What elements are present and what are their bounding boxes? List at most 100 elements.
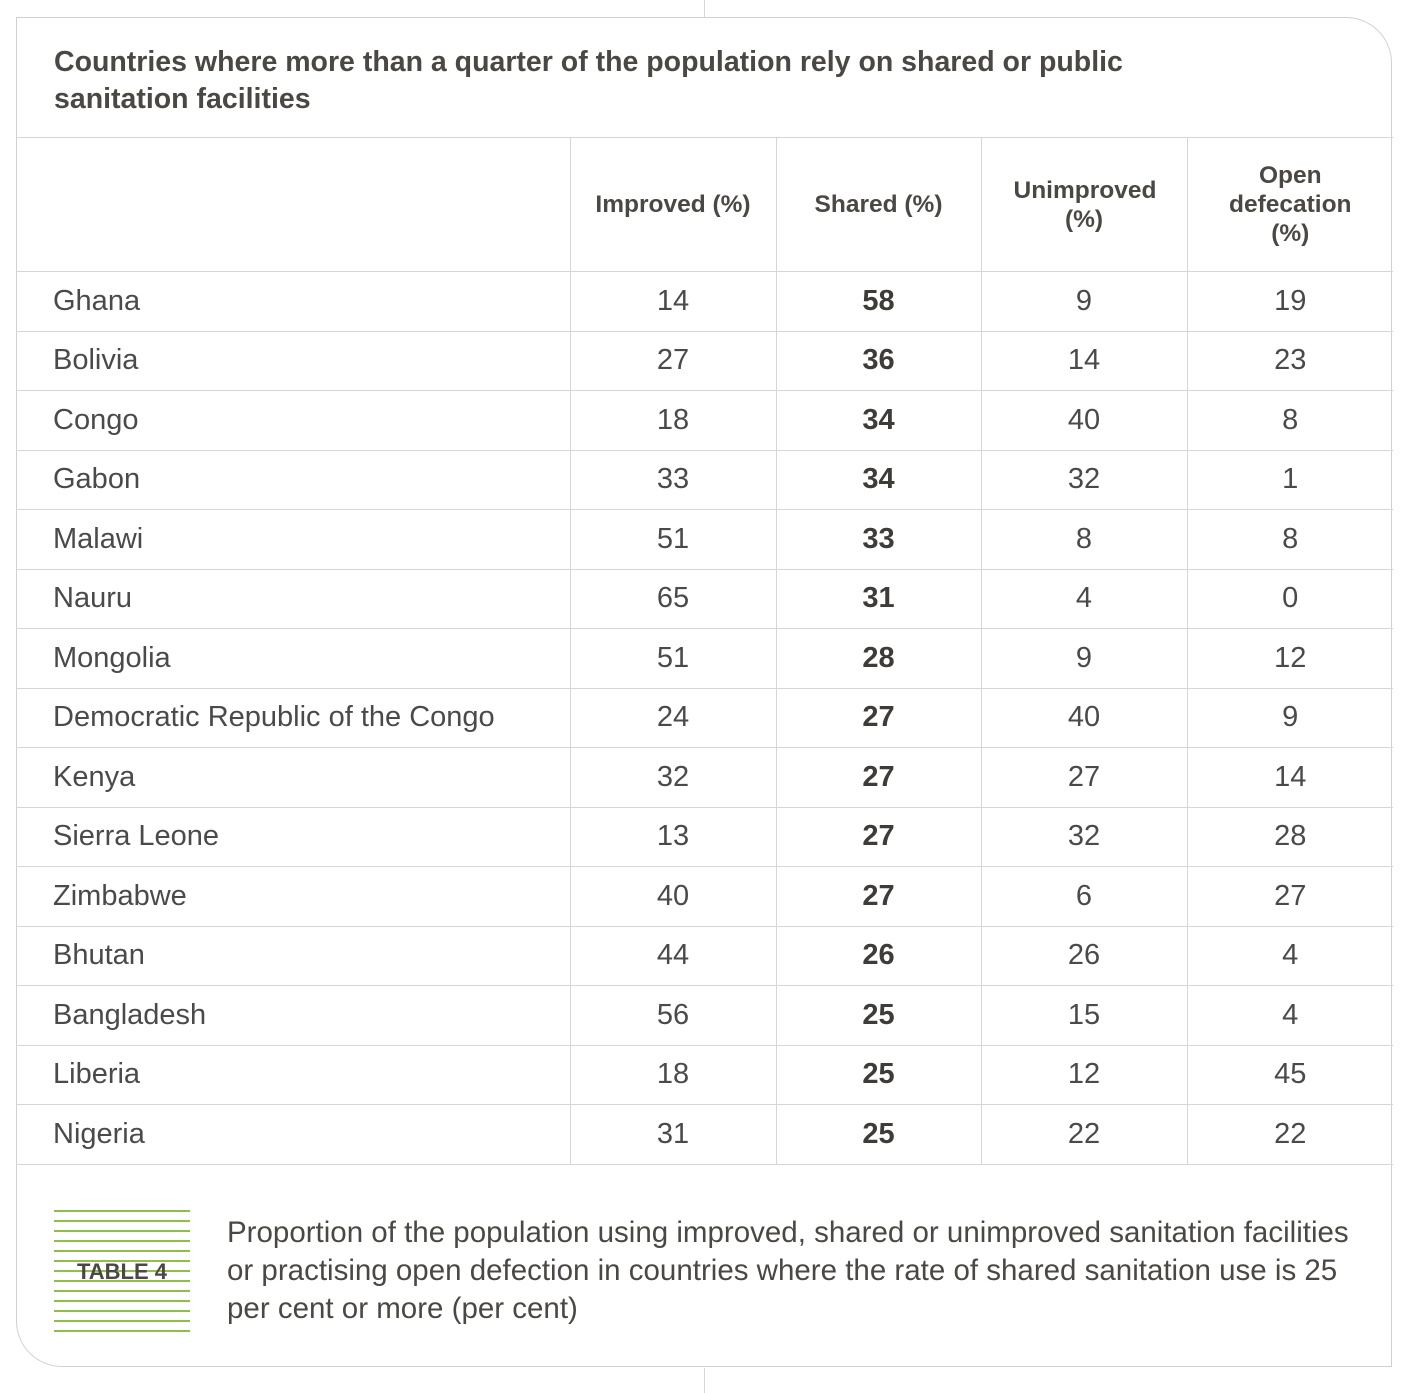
- country-cell: Bangladesh: [16, 985, 571, 1046]
- country-cell: Zimbabwe: [16, 866, 571, 927]
- table-row: Ghana 14 58 9 19: [16, 271, 1393, 332]
- open-defecation-cell: 9: [1186, 687, 1393, 748]
- country-cell: Ghana: [16, 271, 571, 332]
- shared-cell: 27: [775, 747, 982, 808]
- unimproved-cell: 22: [980, 1104, 1188, 1165]
- shared-cell: 34: [775, 390, 982, 451]
- improved-cell: 44: [569, 925, 777, 986]
- unimproved-cell: 8: [980, 509, 1188, 570]
- unimproved-cell: 9: [980, 271, 1188, 332]
- header-unimproved: Unimproved (%): [980, 137, 1188, 272]
- table-row: Kenya 32 27 27 14: [16, 747, 1393, 808]
- table-row: Gabon 33 34 32 1: [16, 449, 1393, 510]
- country-cell: Bhutan: [16, 925, 571, 986]
- table-header-row: Improved (%) Shared (%) Unimproved (%) O…: [16, 137, 1393, 272]
- table-row: Zimbabwe 40 27 6 27: [16, 866, 1393, 927]
- unimproved-cell: 6: [980, 866, 1188, 927]
- unimproved-cell: 14: [980, 330, 1188, 391]
- divider-line-bottom: [704, 1368, 705, 1393]
- open-defecation-cell: 27: [1186, 866, 1393, 927]
- improved-cell: 33: [569, 449, 777, 510]
- unimproved-cell: 4: [980, 568, 1188, 629]
- open-defecation-cell: 1: [1186, 449, 1393, 510]
- improved-cell: 13: [569, 806, 777, 867]
- header-improved: Improved (%): [569, 137, 777, 272]
- header-open-defecation: Open defecation (%): [1186, 137, 1393, 272]
- unimproved-cell: 12: [980, 1044, 1188, 1105]
- unimproved-cell: 9: [980, 628, 1188, 689]
- table-title: Countries where more than a quarter of t…: [54, 46, 1123, 115]
- unimproved-cell: 32: [980, 806, 1188, 867]
- unimproved-cell: 32: [980, 449, 1188, 510]
- improved-cell: 27: [569, 330, 777, 391]
- header-country: [16, 137, 571, 272]
- open-defecation-cell: 4: [1186, 985, 1393, 1046]
- table-row: Sierra Leone 13 27 32 28: [16, 806, 1393, 867]
- country-cell: Gabon: [16, 449, 571, 510]
- open-defecation-cell: 22: [1186, 1104, 1393, 1165]
- shared-cell: 27: [775, 687, 982, 748]
- table-row: Liberia 18 25 12 45: [16, 1044, 1393, 1105]
- shared-cell: 58: [775, 271, 982, 332]
- open-defecation-cell: 28: [1186, 806, 1393, 867]
- shared-cell: 25: [775, 1044, 982, 1105]
- table-row: Congo 18 34 40 8: [16, 390, 1393, 451]
- improved-cell: 24: [569, 687, 777, 748]
- improved-cell: 65: [569, 568, 777, 629]
- table-number-label: TABLE 4: [76, 1259, 168, 1284]
- open-defecation-cell: 23: [1186, 330, 1393, 391]
- open-defecation-cell: 12: [1186, 628, 1393, 689]
- table-number-badge: TABLE 4: [54, 1210, 190, 1332]
- unimproved-cell: 40: [980, 687, 1188, 748]
- improved-cell: 40: [569, 866, 777, 927]
- shared-cell: 28: [775, 628, 982, 689]
- improved-cell: 56: [569, 985, 777, 1046]
- header-open-defecation-label: Open defecation (%): [1228, 162, 1352, 247]
- table-row: Mongolia 51 28 9 12: [16, 628, 1393, 689]
- divider-line-top: [704, 0, 705, 18]
- open-defecation-cell: 8: [1186, 509, 1393, 570]
- open-defecation-cell: 8: [1186, 390, 1393, 451]
- table-row: Nigeria 31 25 22 22: [16, 1104, 1393, 1165]
- shared-cell: 27: [775, 866, 982, 927]
- shared-cell: 31: [775, 568, 982, 629]
- unimproved-cell: 15: [980, 985, 1188, 1046]
- shared-cell: 36: [775, 330, 982, 391]
- open-defecation-cell: 45: [1186, 1044, 1393, 1105]
- improved-cell: 32: [569, 747, 777, 808]
- shared-cell: 33: [775, 509, 982, 570]
- unimproved-cell: 27: [980, 747, 1188, 808]
- table-row: Democratic Republic of the Congo 24 27 40 9: [16, 687, 1393, 748]
- improved-cell: 51: [569, 628, 777, 689]
- table-row: Bangladesh 56 25 15 4: [16, 985, 1393, 1046]
- improved-cell: 31: [569, 1104, 777, 1165]
- table-body: Ghana 14 58 9 19 Bolivia 27 36 14 23 Congo 18 34 40 8 G…: [16, 271, 1393, 1165]
- country-cell: Nauru: [16, 568, 571, 629]
- country-cell: Malawi: [16, 509, 571, 570]
- country-cell: Sierra Leone: [16, 806, 571, 867]
- table-row: Malawi 51 33 8 8: [16, 509, 1393, 570]
- open-defecation-cell: 4: [1186, 925, 1393, 986]
- sanitation-table: Improved (%) Shared (%) Unimproved (%) O…: [16, 137, 1393, 1165]
- header-unimproved-label: Unimproved (%): [1013, 176, 1157, 233]
- unimproved-cell: 40: [980, 390, 1188, 451]
- unimproved-cell: 26: [980, 925, 1188, 986]
- table-card: Countries where more than a quarter of t…: [16, 17, 1393, 1367]
- country-cell: Nigeria: [16, 1104, 571, 1165]
- country-cell: Bolivia: [16, 330, 571, 391]
- improved-cell: 18: [569, 390, 777, 451]
- table-caption: Proportion of the population using impro…: [227, 1216, 1349, 1325]
- country-cell: Congo: [16, 390, 571, 451]
- country-cell: Liberia: [16, 1044, 571, 1105]
- shared-cell: 25: [775, 985, 982, 1046]
- country-cell: Democratic Republic of the Congo: [16, 687, 571, 748]
- country-cell: Mongolia: [16, 628, 571, 689]
- improved-cell: 18: [569, 1044, 777, 1105]
- open-defecation-cell: 0: [1186, 568, 1393, 629]
- shared-cell: 26: [775, 925, 982, 986]
- improved-cell: 51: [569, 509, 777, 570]
- table-row: Bolivia 27 36 14 23: [16, 330, 1393, 391]
- open-defecation-cell: 14: [1186, 747, 1393, 808]
- shared-cell: 25: [775, 1104, 982, 1165]
- improved-cell: 14: [569, 271, 777, 332]
